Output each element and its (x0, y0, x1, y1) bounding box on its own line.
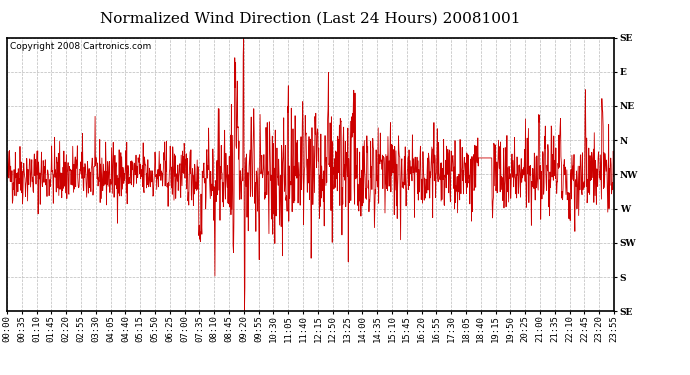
Text: Copyright 2008 Cartronics.com: Copyright 2008 Cartronics.com (10, 42, 151, 51)
Text: Normalized Wind Direction (Last 24 Hours) 20081001: Normalized Wind Direction (Last 24 Hours… (100, 11, 521, 25)
